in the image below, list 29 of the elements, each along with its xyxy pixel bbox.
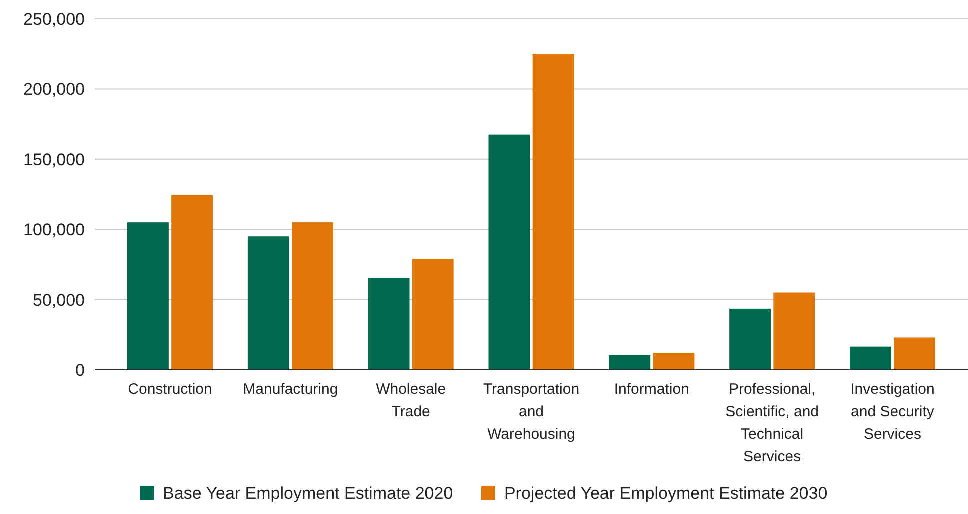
bar (653, 353, 695, 370)
x-tick-label: Construction (128, 381, 212, 398)
x-tick-label: Wholesale Trade (376, 381, 446, 420)
bar (412, 259, 454, 370)
bar (730, 308, 772, 370)
bar (368, 278, 410, 370)
bar (894, 338, 936, 370)
legend-label: Projected Year Employment Estimate 2030 (504, 484, 828, 503)
x-tick-label: Transportation and Warehousing (483, 381, 580, 443)
bar (248, 236, 290, 370)
bar (532, 54, 574, 370)
y-tick-label: 200,000 (24, 80, 85, 100)
bar (128, 222, 169, 370)
bar (850, 346, 892, 370)
x-tick-label: Manufacturing (243, 381, 338, 398)
y-tick-label: 0 (76, 360, 85, 380)
bar (292, 222, 334, 370)
x-tick-label: Investigation and Security Services (850, 381, 935, 443)
y-tick-label: 250,000 (24, 10, 85, 29)
bar (774, 292, 816, 370)
y-tick-label: 150,000 (24, 150, 85, 170)
y-tick-label: 100,000 (24, 220, 85, 240)
bar (172, 195, 214, 370)
legend-label: Base Year Employment Estimate 2020 (163, 484, 454, 503)
x-tick-label: Professional, Scientific, and Technical Services (726, 381, 820, 466)
y-tick-label: 50,000 (33, 290, 85, 310)
bar (488, 134, 530, 370)
x-tick-label: Information (614, 381, 690, 398)
bar (609, 355, 651, 370)
